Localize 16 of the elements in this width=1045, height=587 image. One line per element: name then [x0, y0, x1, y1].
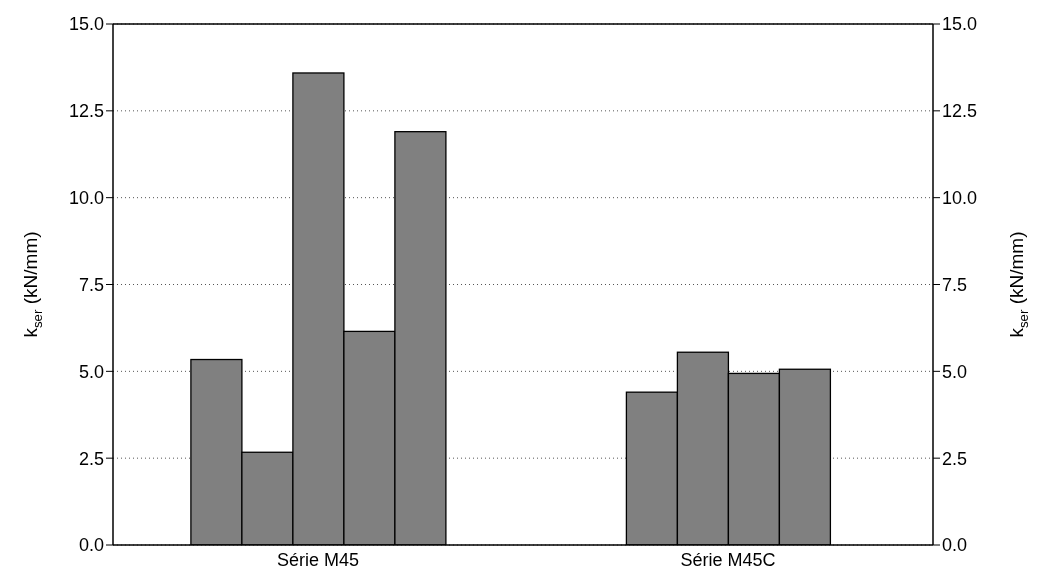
- x-tick-label: Série M45C: [680, 549, 776, 570]
- y2-tick-label: 10.0: [942, 188, 978, 209]
- y2-tick-label: 7.5: [942, 274, 968, 295]
- y2-tick-label: 2.5: [942, 448, 968, 469]
- x-tick-label: Série M45: [276, 549, 360, 570]
- y2-tick-label: 12.5: [942, 101, 978, 122]
- y2-tick-label: 5.0: [942, 361, 968, 382]
- y-tick-label: 2.5: [78, 448, 104, 469]
- y-tick-label: 12.5: [68, 101, 104, 122]
- y2-tick-label: 15.0: [942, 14, 978, 35]
- y-tick-label: 15.0: [68, 14, 104, 35]
- y-tick-label: 10.0: [68, 188, 104, 209]
- y2-tick-label: 0.0: [942, 535, 968, 556]
- y-tick-label: 5.0: [78, 361, 104, 382]
- y-tick-label: 0.0: [78, 535, 104, 556]
- y-tick-label: 7.5: [78, 274, 104, 295]
